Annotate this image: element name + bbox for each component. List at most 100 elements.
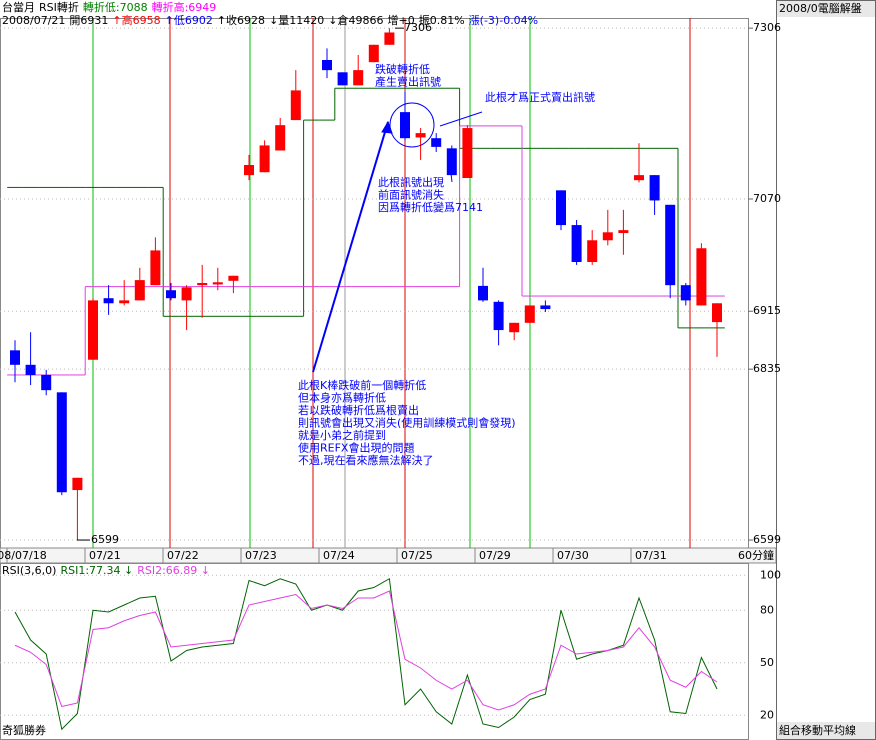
y-tick-label: 6599 bbox=[753, 533, 781, 546]
header-item: RSI轉折 bbox=[39, 1, 79, 14]
header-row-1: 台當月 RSI轉折 轉折低:7088 轉折高:6949 bbox=[2, 1, 220, 14]
y-tick-label: 80 bbox=[760, 603, 774, 616]
candle-body bbox=[618, 230, 629, 234]
header-item: ↑低6902 bbox=[164, 14, 213, 27]
candle-body bbox=[103, 298, 114, 304]
annotations: 跌破轉折低產生賣出訊號此根才爲正式賣出訊號此根訊號出現前面訊號消失因爲轉折低變爲… bbox=[298, 62, 595, 467]
y-tick-label: 6835 bbox=[753, 362, 781, 375]
candle-body bbox=[181, 287, 192, 301]
candle-body bbox=[290, 90, 301, 121]
candle-body bbox=[56, 392, 67, 493]
candle-body bbox=[712, 303, 722, 323]
low-mark-label: 6599 bbox=[91, 533, 119, 546]
x-tick-label: 2008/07/18 bbox=[0, 549, 47, 562]
candle-body bbox=[680, 285, 691, 301]
header-item: 漲(-3)-0.04% bbox=[468, 14, 539, 27]
candle-body bbox=[275, 125, 286, 151]
arrow bbox=[312, 121, 389, 373]
candle-body bbox=[322, 59, 332, 71]
highlight-circle bbox=[389, 102, 435, 148]
x-tick-label: 07/22 bbox=[167, 549, 199, 562]
candle-body bbox=[197, 283, 208, 286]
candle-body bbox=[41, 374, 52, 391]
rsi-line bbox=[14, 577, 718, 731]
candle-body bbox=[244, 164, 254, 176]
annotation: 但本身亦爲轉折低 bbox=[298, 391, 386, 405]
x-tick-label: 07/31 bbox=[635, 549, 667, 562]
annotation: 此根訊號出現 bbox=[378, 175, 444, 189]
annotation: 若以跌破轉折低爲根賣出 bbox=[298, 403, 419, 417]
candle-body bbox=[446, 148, 457, 176]
header-item: 振0.81% bbox=[418, 14, 465, 27]
annotation: 前面訊號消失 bbox=[378, 188, 444, 202]
candle-body bbox=[119, 300, 130, 304]
candle-body bbox=[72, 477, 83, 491]
arrow bbox=[439, 111, 483, 127]
header-item: 增+0 bbox=[387, 14, 415, 27]
candle-body bbox=[571, 225, 582, 263]
header-item: ↑收6928 bbox=[216, 14, 266, 27]
candle-body bbox=[134, 280, 145, 301]
annotation: 跌破轉折低 bbox=[375, 62, 430, 76]
arrow bbox=[449, 164, 453, 183]
candle-body bbox=[634, 175, 644, 181]
candle-body bbox=[540, 305, 551, 310]
x-tick-label: 07/29 bbox=[479, 549, 511, 562]
y-tick-label: 7306 bbox=[753, 21, 781, 34]
candle-body bbox=[150, 250, 161, 286]
candle-body bbox=[368, 44, 379, 63]
candle-body bbox=[696, 248, 707, 306]
annotation: 產生賣出訊號 bbox=[375, 75, 441, 89]
header-item: 台當月 bbox=[2, 1, 35, 14]
header-item: 轉折低:7088 bbox=[82, 1, 148, 14]
footer-left: 奇狐勝券 bbox=[2, 723, 46, 737]
legend-entry: RSI1:77.34 ↓ bbox=[60, 564, 134, 577]
header-item: ↓倉49866 bbox=[328, 14, 384, 27]
candle-body bbox=[493, 301, 504, 331]
high-mark-label: 7306 bbox=[404, 21, 432, 34]
signal-lines bbox=[92, 18, 691, 548]
annotation: 使用REFX會出現的問題 bbox=[298, 441, 414, 455]
annotation: 因爲轉折低變爲7141 bbox=[378, 200, 483, 214]
candle-body bbox=[25, 364, 36, 375]
candle-body bbox=[524, 305, 535, 323]
annotation: 不過,現在看來應無法解決了 bbox=[298, 453, 434, 467]
y-tick-label: 7070 bbox=[753, 192, 781, 205]
candle-body bbox=[212, 282, 223, 285]
side-panel-footer: 組合移動平均線 bbox=[779, 723, 856, 737]
candle-body bbox=[166, 290, 176, 299]
candle-body bbox=[337, 72, 348, 86]
header-item: 轉折高:6949 bbox=[151, 1, 217, 14]
legend-entry: RSI2:66.89 ↓ bbox=[137, 564, 211, 577]
candle-body bbox=[587, 240, 598, 263]
candle-body bbox=[88, 300, 98, 360]
header-item: 2008/07/21 bbox=[2, 14, 66, 27]
x-tick-label: 07/23 bbox=[245, 549, 277, 562]
header-item: ↓量11420 bbox=[269, 14, 325, 27]
rsi-line bbox=[14, 590, 718, 711]
y-tick-label: 50 bbox=[760, 656, 774, 669]
candle-body bbox=[415, 133, 426, 138]
side-panel-title-bar bbox=[777, 1, 875, 17]
arrow-head bbox=[381, 120, 393, 134]
candle-body bbox=[10, 350, 20, 365]
candle-body bbox=[556, 190, 566, 226]
annotation: 就是小弟之前提到 bbox=[298, 428, 386, 442]
y-tick-label: 6915 bbox=[753, 304, 781, 317]
side-panel-footer-bar bbox=[777, 722, 875, 739]
candle-body bbox=[665, 204, 676, 286]
annotation-shapes bbox=[312, 92, 483, 373]
candle-body bbox=[478, 285, 488, 301]
candle-body bbox=[353, 70, 364, 86]
x-tick-label: 07/30 bbox=[557, 549, 589, 562]
candle-body bbox=[462, 128, 473, 179]
y-tick-label: 20 bbox=[760, 708, 774, 721]
annotation: 則訊號會出現又消失(使用訓練模式則會發現) bbox=[298, 416, 516, 430]
header-item: 開6931 bbox=[69, 14, 109, 27]
candle-body bbox=[228, 275, 239, 281]
header-row-2: 2008/07/21 開6931 ↑高6958 ↑低6902 ↑收6928 ↓量11420… bbox=[2, 14, 542, 27]
candle-body bbox=[431, 138, 442, 147]
